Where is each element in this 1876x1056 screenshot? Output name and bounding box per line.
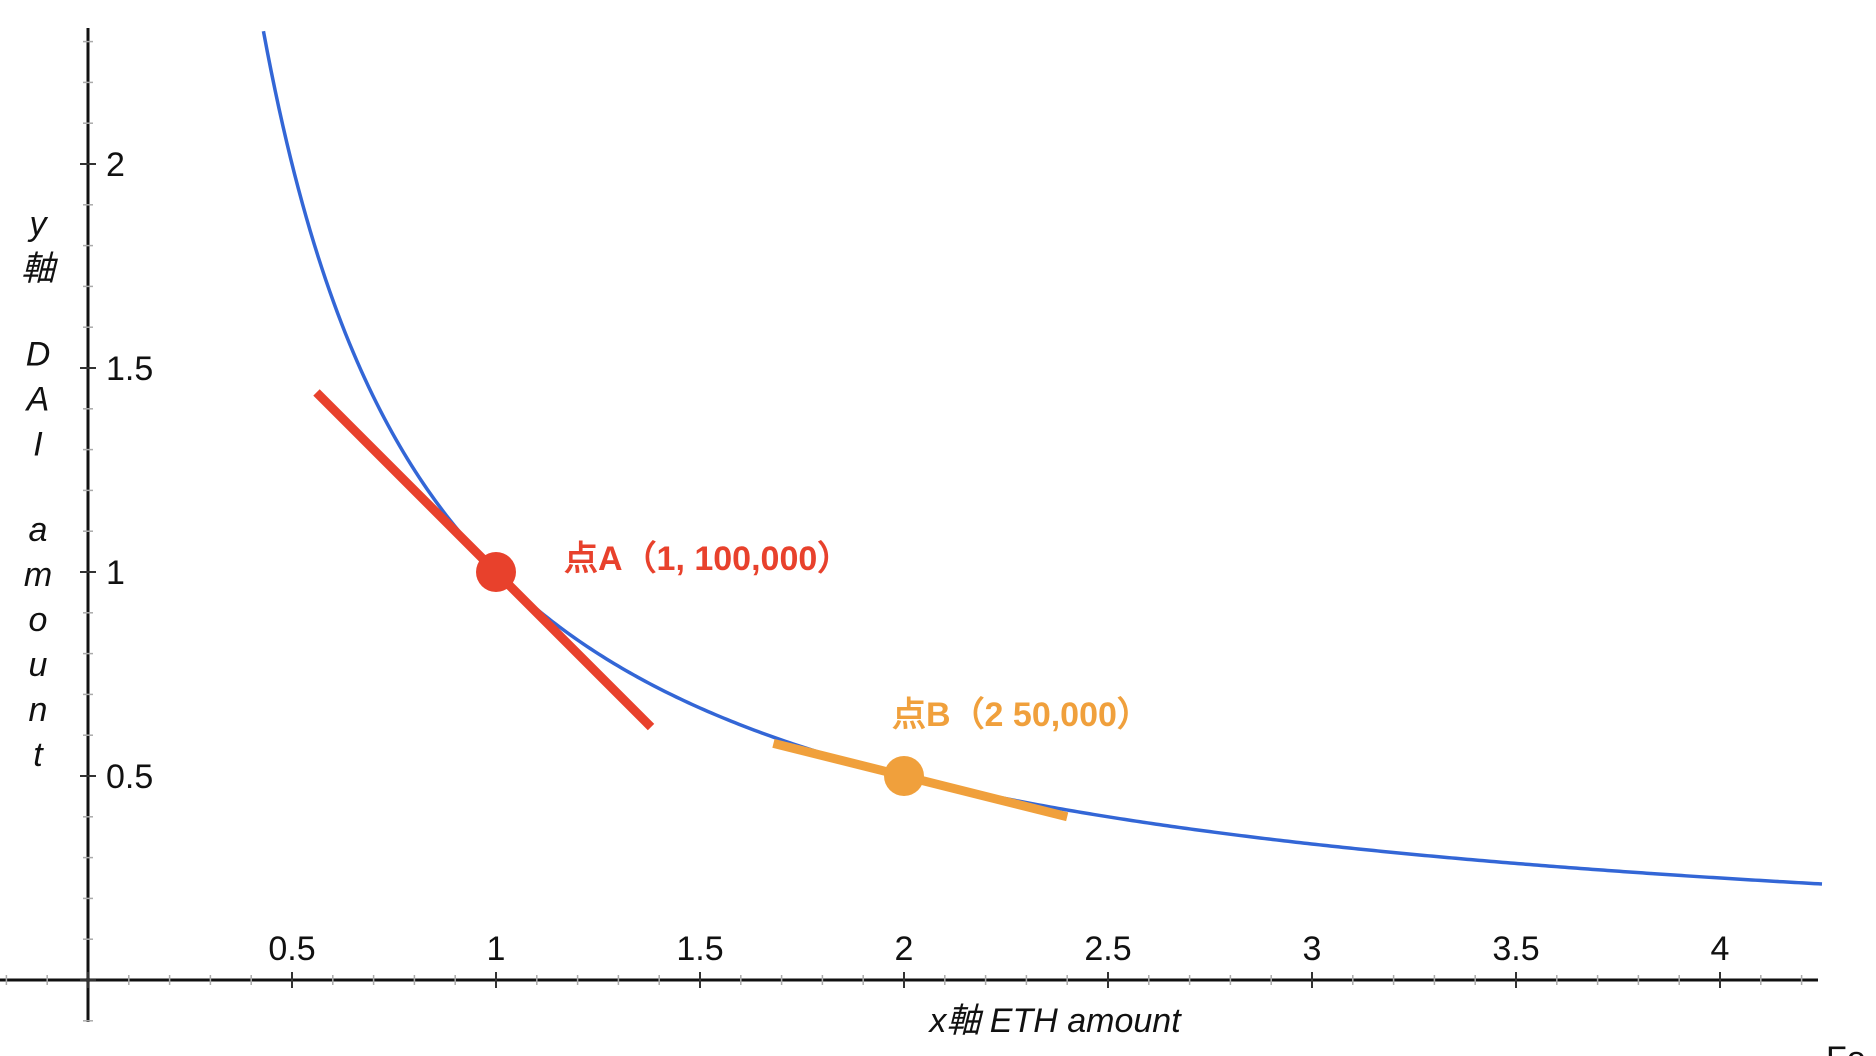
point-label-a: 点A（1, 100,000） <box>564 539 851 578</box>
y-tick-label: 1.5 <box>106 350 153 388</box>
ticks: 0.5 1 1.5 2 2.5 3 3.5 4 0.5 1 1.5 2 <box>5 40 1803 1022</box>
axes <box>0 28 1818 1022</box>
y-tick-label: 1 <box>106 554 125 592</box>
x-tick-label: 2.5 <box>1084 930 1131 968</box>
x-tick-label: 3 <box>1303 930 1322 968</box>
y-tick-label: 2 <box>106 146 125 184</box>
x-axis-label: x軸 ETH amount <box>927 1002 1182 1040</box>
x-tick-label: 3.5 <box>1492 930 1539 968</box>
y-axis-label-glyph: o <box>29 601 48 639</box>
y-axis-label-glyph: D <box>26 336 51 374</box>
x-tick-label: 1.5 <box>676 930 723 968</box>
tangent-layer <box>313 389 1069 822</box>
y-axis-label-glyph: I <box>33 426 43 464</box>
point-a <box>476 552 516 592</box>
y-axis-label-glyph: n <box>29 691 48 729</box>
x-tick-label: 1 <box>487 930 506 968</box>
y-axis-label-glyph: t <box>33 736 44 774</box>
footer-text: Fo <box>1826 1040 1866 1056</box>
y-axis-label-glyph: m <box>24 556 52 594</box>
y-tick-label: 0.5 <box>106 758 153 796</box>
y-axis-label-glyph: 軸 <box>21 250 59 288</box>
y-axis-label-glyph: y <box>28 205 49 243</box>
y-axis-label-glyph: u <box>29 646 48 684</box>
labels-layer: 点A（1, 100,000） 点B（2 50,000） x軸 ETH amount y… <box>21 205 1866 1056</box>
y-axis-label-glyph: a <box>29 511 48 549</box>
x-tick-label: 2 <box>895 930 914 968</box>
y-axis-label-glyph: A <box>25 381 50 419</box>
points-layer <box>476 552 924 796</box>
point-label-b: 点B（2 50,000） <box>892 695 1151 734</box>
x-tick-label: 4 <box>1711 930 1730 968</box>
curve-layer <box>261 30 1823 886</box>
point-b <box>884 756 924 796</box>
curve-series <box>261 30 1823 886</box>
x-tick-label: 0.5 <box>268 930 315 968</box>
